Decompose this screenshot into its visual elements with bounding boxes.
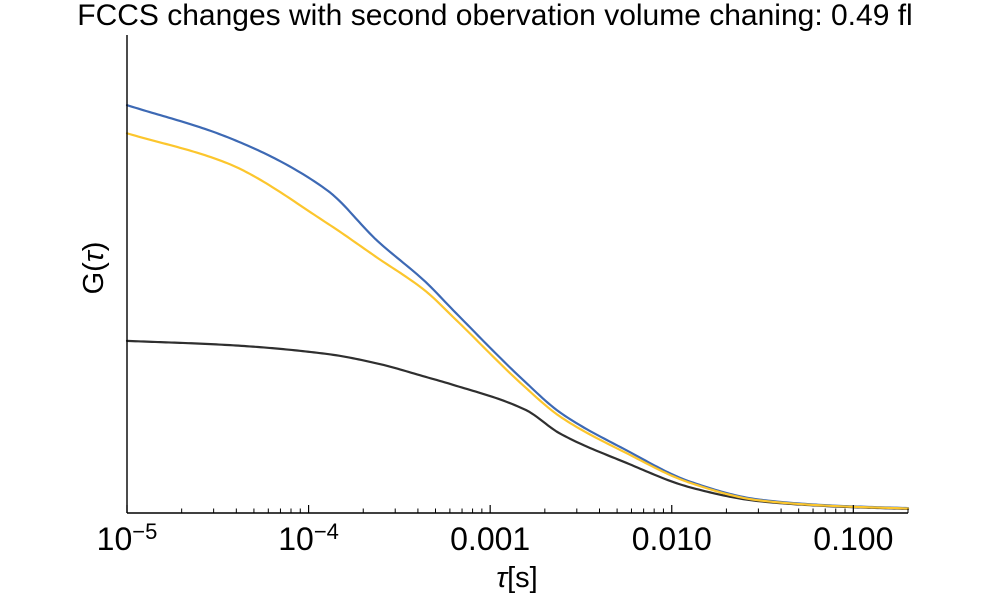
tick-labels-layer: 10−5 10−4 0.001 0.010 0.100 (97, 519, 894, 557)
x-tick-label: 0.010 (632, 521, 712, 557)
y-axis-label-symbol: τ (78, 249, 110, 262)
curve-blue (125, 104, 910, 510)
axes-layer (126, 35, 909, 514)
chart-title: FCCS changes with second obervation volu… (77, 0, 912, 32)
x-axis-label-symbol: τ (496, 562, 509, 594)
curve-yellow (125, 132, 910, 510)
x-tick-label: 10−5 (97, 519, 158, 557)
x-tick-label: 0.001 (450, 521, 530, 557)
curves-layer (125, 104, 910, 511)
curve-dark-gray (125, 339, 910, 511)
y-axis-label-prefix: G( (78, 262, 110, 295)
x-tick-label: 10−4 (278, 519, 339, 557)
x-tick-label: 0.100 (813, 521, 893, 557)
y-axis-label-suffix: ) (78, 242, 110, 252)
x-axis-label: τ[s] (496, 562, 537, 594)
y-axis-label: G(τ) (78, 242, 110, 295)
x-axis-label-unit: [s] (507, 562, 538, 594)
